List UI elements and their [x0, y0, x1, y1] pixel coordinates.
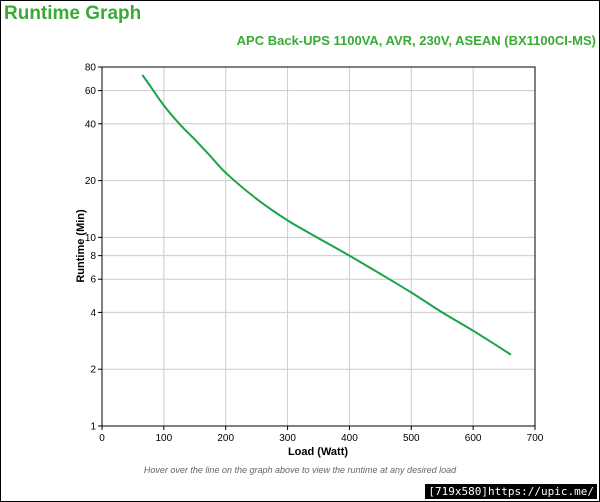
hover-hint: Hover over the line on the graph above t… — [143, 465, 457, 475]
runtime-data-point[interactable] — [160, 102, 168, 110]
x-axis-label: Load (Watt) — [288, 446, 348, 458]
y-tick-label: 6 — [90, 275, 96, 286]
runtime-data-point[interactable] — [376, 270, 384, 278]
y-axis-label: Runtime (Min) — [75, 209, 87, 283]
runtime-data-point[interactable] — [253, 195, 261, 203]
x-tick-label: 700 — [527, 433, 544, 444]
runtime-data-point[interactable] — [222, 169, 230, 177]
x-tick-label: 400 — [341, 433, 358, 444]
runtime-data-point[interactable] — [175, 120, 183, 128]
x-tick-label: 200 — [217, 433, 234, 444]
plot-area — [101, 66, 536, 427]
runtime-data-point[interactable] — [345, 252, 353, 260]
y-tick-label: 8 — [90, 251, 96, 262]
x-tick-label: 0 — [99, 433, 105, 444]
y-tick-label: 2 — [90, 365, 96, 376]
runtime-data-point[interactable] — [469, 327, 477, 335]
y-tick-label: 10 — [85, 233, 97, 244]
x-tick-label: 500 — [403, 433, 420, 444]
x-tick-label: 100 — [156, 433, 173, 444]
runtime-data-point[interactable] — [438, 308, 446, 316]
y-tick-label: 40 — [85, 119, 97, 130]
runtime-data-point[interactable] — [139, 72, 147, 80]
runtime-data-point[interactable] — [191, 136, 199, 144]
runtime-data-point[interactable] — [506, 350, 514, 358]
runtime-series-line[interactable] — [141, 74, 512, 356]
x-tick-label: 600 — [465, 433, 482, 444]
runtime-data-point[interactable] — [284, 216, 292, 224]
runtime-data-point[interactable] — [206, 152, 214, 160]
x-tick-label: 300 — [279, 433, 296, 444]
page-title: Runtime Graph — [4, 3, 142, 24]
y-tick-label: 4 — [90, 308, 96, 319]
product-name: APC Back-UPS 1100VA, AVR, 230V, ASEAN (B… — [236, 33, 596, 48]
y-tick-label: 60 — [85, 86, 97, 97]
watermark: [719x580]https://upic.me/ — [425, 484, 597, 499]
y-tick-label: 20 — [85, 176, 97, 187]
y-tick-label: 1 — [90, 422, 96, 433]
runtime-data-point[interactable] — [315, 234, 323, 242]
runtime-data-point[interactable] — [148, 84, 156, 92]
runtime-data-point[interactable] — [407, 289, 415, 297]
y-tick-label: 80 — [85, 63, 97, 74]
